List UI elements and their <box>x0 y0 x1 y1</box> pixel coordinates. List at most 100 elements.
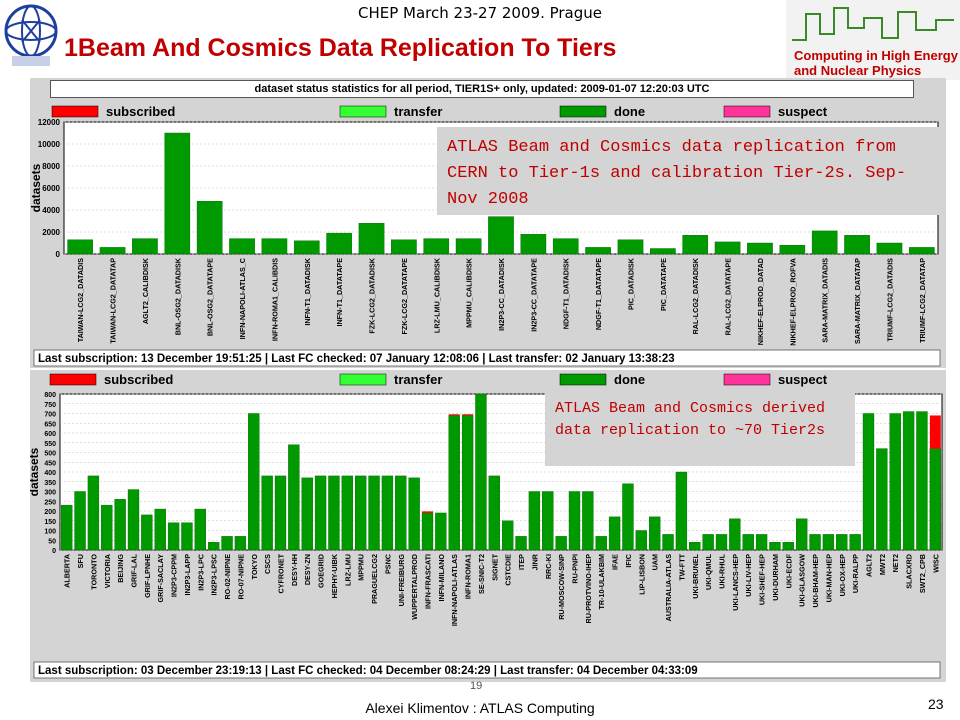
tier2-category-label: DESY-ZN <box>303 554 312 585</box>
tier1-category-label: TRIUMF-LCG2_DATATAP <box>918 258 927 343</box>
tier2-bar-done <box>395 475 407 551</box>
tier1-bar-done <box>617 239 644 255</box>
tier2-category-label: DESY-HH <box>290 554 299 586</box>
tier2-bar-done <box>274 475 287 551</box>
tier2-footer-text: Last subscription: 03 December 23:19:13 … <box>38 665 698 677</box>
tier2-category-label: UKI-BHAM-HEP <box>811 554 820 608</box>
tier2-bar-done <box>141 514 153 551</box>
tier1-bar-done <box>488 216 514 255</box>
tier1-bar-done <box>229 238 255 255</box>
tier2-legend-label-suspect: suspect <box>778 372 828 387</box>
tier2-bar-done <box>114 499 126 551</box>
tier2-category-label: UKI-GLASGOW <box>798 554 807 607</box>
tier1-y-tick-label: 10000 <box>38 140 61 149</box>
tier2-bar-done <box>568 491 581 551</box>
tier1-category-label: LRZ-LMU_CALIBDISK <box>432 257 441 333</box>
tier2-category-label: SFU <box>76 554 85 568</box>
conference-label: CHEP March 23-27 2009. Prague <box>358 4 602 22</box>
tier1-footer-text: Last subscription: 13 December 19:51:25 … <box>38 353 675 365</box>
tier1-annotation: ATLAS Beam and Cosmics data replication … <box>437 127 941 215</box>
tier2-bar-done <box>809 534 821 551</box>
tier2-category-label: INFN-MILANO <box>437 554 446 602</box>
tier2-category-label: SIGNET <box>490 553 499 580</box>
tier1-footer-box <box>33 349 941 367</box>
tier2-category-label: AGLT2 <box>865 554 874 577</box>
tier2-bar-done <box>836 534 848 551</box>
tier1-category-label: FZK-LCG2_DATADISK <box>368 257 377 333</box>
tier2-category-label: LIP-LISBON <box>637 554 646 595</box>
tier2-chart: subscribed transfer done suspect 0 50 100 150 20… <box>30 372 943 679</box>
tier2-bar-done <box>595 536 607 551</box>
tier1-bar-done <box>455 238 482 255</box>
tier2-category-label: UKI-OX-HEP <box>838 554 847 597</box>
tier2-legend-swatch-subscribed <box>49 373 97 386</box>
tier2-category-label: INFN-ROMA1 <box>464 554 473 599</box>
tier1-category-label: BNL-OSG2_DATATAPE <box>206 258 215 336</box>
tier2-category-label: NET2 <box>891 554 900 572</box>
tier2-bar-done <box>755 534 768 551</box>
tier2-category-label: GRIF-LAL <box>130 553 139 587</box>
tier2-y-tick-label: 600 <box>44 431 56 438</box>
tier1-category-label: PIC_DATATAPE <box>659 258 668 311</box>
tier2-category-label: TR-10-ULAKBIM <box>597 554 606 610</box>
tier1-category-label: BNL-OSG2_DATADISK <box>173 257 182 335</box>
tier2-category-label: WISC <box>931 554 940 573</box>
tier2-bar-done <box>542 491 554 551</box>
tier2-category-label: MWT2 <box>878 554 887 575</box>
tier2-bar-done <box>796 518 808 551</box>
tier2-category-label: GRIF-SACLAY <box>156 554 165 603</box>
tier2-y-tick-label: 350 <box>44 480 56 487</box>
tier1-bar-done <box>391 239 417 255</box>
tier1-bar-done <box>682 235 709 255</box>
tier1-bar-done <box>650 248 676 255</box>
tier1-legend-label-suspect: suspect <box>778 104 828 119</box>
tier2-category-label: UKI-SHEF-HEP <box>758 554 767 605</box>
tier2-legend-label-done: done <box>614 372 645 387</box>
chep-logo-line2: and Nuclear Physics <box>794 63 922 78</box>
tier2-bar-done <box>234 536 247 551</box>
tier2-bar-done <box>675 471 688 551</box>
tier2-category-label: SE-SNIC-T2 <box>477 554 486 594</box>
tier2-category-label: MPPMU <box>357 554 366 581</box>
tier2-category-label: IN2P3-LAPP <box>183 554 192 596</box>
tier2-bar-done <box>87 475 100 551</box>
tier2-category-label: UKI-MAN-HEP <box>824 554 833 603</box>
tier2-bar-done <box>101 504 113 551</box>
tier2-category-label: IFIC <box>624 554 633 568</box>
tier1-category-label: NIKHEF-ELPROD_ROFVA <box>788 258 797 346</box>
tier2-bar-done <box>341 475 353 551</box>
tier1-bar-done <box>326 232 352 255</box>
tier2-legend-label-subscribed: subscribed <box>104 372 173 387</box>
tier2-bar-done <box>608 516 621 551</box>
tier2-bar-done <box>729 518 741 551</box>
tier1-legend-swatch-suspect <box>723 105 771 118</box>
tier2-y-tick-label: 450 <box>44 460 56 467</box>
tier2-bar-done <box>248 413 260 551</box>
tier2-category-label: IFAE <box>611 554 620 570</box>
tier1-bar-done <box>552 238 579 255</box>
tier2-bar-subscribed <box>929 415 941 449</box>
tier2-bar-done <box>862 413 875 551</box>
tier2-bar-done <box>662 534 674 551</box>
tier2-category-label: TOKYO <box>250 554 259 580</box>
tier1-bar-done <box>876 242 903 255</box>
tier1-bar-done <box>293 240 320 255</box>
tier2-bar-done <box>381 475 394 551</box>
author-footer: Alexei Klimentov : ATLAS Computing <box>365 700 595 716</box>
tier2-category-label: BEIJING <box>116 554 125 583</box>
tier2-bar-done <box>355 475 367 551</box>
tier2-y-tick-label: 150 <box>44 519 56 526</box>
tier2-category-label: RO-02-NIPNE <box>223 554 232 600</box>
tier2-bar-done <box>715 534 728 551</box>
tier2-category-label: HEPHY-UIBK <box>330 553 339 598</box>
tier2-bar-done <box>368 475 380 551</box>
tier2-category-label: UNI-FREIBURG <box>397 554 406 607</box>
tier2-category-label: UKI-ECDF <box>784 553 793 588</box>
tier2-category-label: GRIF-LPNHE <box>143 554 152 598</box>
tier2-category-label: UAM <box>651 554 660 570</box>
tier2-y-tick-label: 650 <box>44 421 56 428</box>
tier2-category-label: UKI-RHUL <box>718 553 727 588</box>
tier1-bar-done <box>811 230 838 255</box>
tier2-category-label: UKI-QMUL <box>704 553 713 590</box>
tier2-category-label: IN2P3-CPPM <box>170 554 179 597</box>
